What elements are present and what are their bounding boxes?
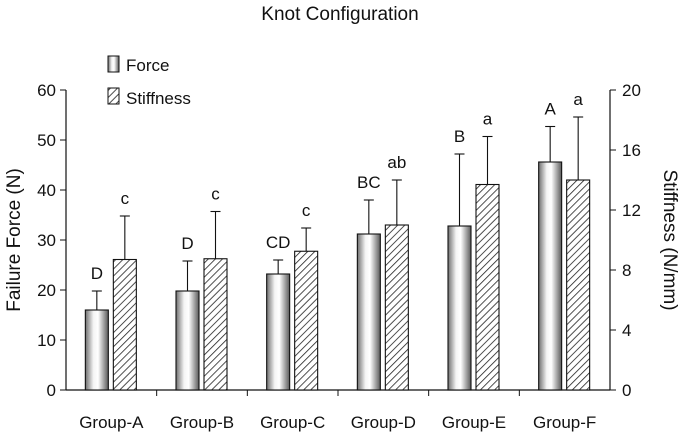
stiffness-letter: c xyxy=(121,189,130,208)
force-letter: A xyxy=(544,100,556,119)
force-bar xyxy=(356,233,381,391)
force-letter: CD xyxy=(266,233,291,252)
left-tick-label: 20 xyxy=(37,281,56,300)
right-axis-title: Stiffness (N/mm) xyxy=(659,169,680,310)
x-tick-label: Group-E xyxy=(442,413,506,432)
force-bar xyxy=(538,161,563,391)
left-tick-label: 0 xyxy=(47,381,56,400)
right-tick-label: 16 xyxy=(622,141,641,160)
legend-swatch-force xyxy=(107,55,120,73)
legend-label-stiffness: Stiffness xyxy=(126,89,191,108)
error-bars xyxy=(91,116,584,310)
left-tick-label: 50 xyxy=(37,131,56,150)
stiffness-bar xyxy=(384,224,409,391)
chart-title: Knot Configuration xyxy=(261,4,418,25)
stiffness-letter: c xyxy=(302,201,311,220)
stiffness-letter: a xyxy=(483,110,493,129)
force-letter: D xyxy=(91,264,103,283)
axes: 0 10 20 30 40 50 60 0 4 8 12 16 20 Group-A Group-B Grou… xyxy=(37,81,641,432)
legend-label-force: Force xyxy=(126,56,169,75)
right-tick-label: 12 xyxy=(622,201,641,220)
force-bar xyxy=(447,225,472,391)
left-tick-label: 40 xyxy=(37,181,56,200)
force-letter: D xyxy=(181,234,193,253)
stiffness-bar xyxy=(203,258,228,391)
stiffness-bar xyxy=(112,258,137,391)
stiffness-bar xyxy=(294,250,319,391)
x-tick-label: Group-D xyxy=(351,413,416,432)
force-letter: BC xyxy=(357,173,381,192)
stiffness-letter: ab xyxy=(387,153,406,172)
x-tick-label: Group-F xyxy=(533,413,596,432)
force-bar xyxy=(266,273,291,391)
bars xyxy=(84,161,591,391)
x-tick-label: Group-C xyxy=(260,413,325,432)
stiffness-letter: a xyxy=(573,90,583,109)
left-tick-label: 10 xyxy=(37,331,56,350)
stiffness-bar xyxy=(566,179,591,391)
x-tick-label: Group-A xyxy=(79,413,144,432)
right-tick-label: 20 xyxy=(622,81,641,100)
right-tick-label: 4 xyxy=(622,321,631,340)
x-tick-label: Group-B xyxy=(170,413,234,432)
right-tick-label: 8 xyxy=(622,261,631,280)
legend: Force Stiffness xyxy=(107,55,191,108)
right-tick-label: 0 xyxy=(622,381,631,400)
legend-swatch-stiffness xyxy=(107,87,120,105)
force-bar xyxy=(175,290,200,391)
force-letter: B xyxy=(454,127,465,146)
force-bar xyxy=(84,309,109,391)
stiffness-bar xyxy=(475,183,500,391)
left-tick-label: 30 xyxy=(37,231,56,250)
stiffness-letter: c xyxy=(211,185,220,204)
left-tick-label: 60 xyxy=(37,81,56,100)
left-axis-title: Failure Force (N) xyxy=(4,168,25,312)
